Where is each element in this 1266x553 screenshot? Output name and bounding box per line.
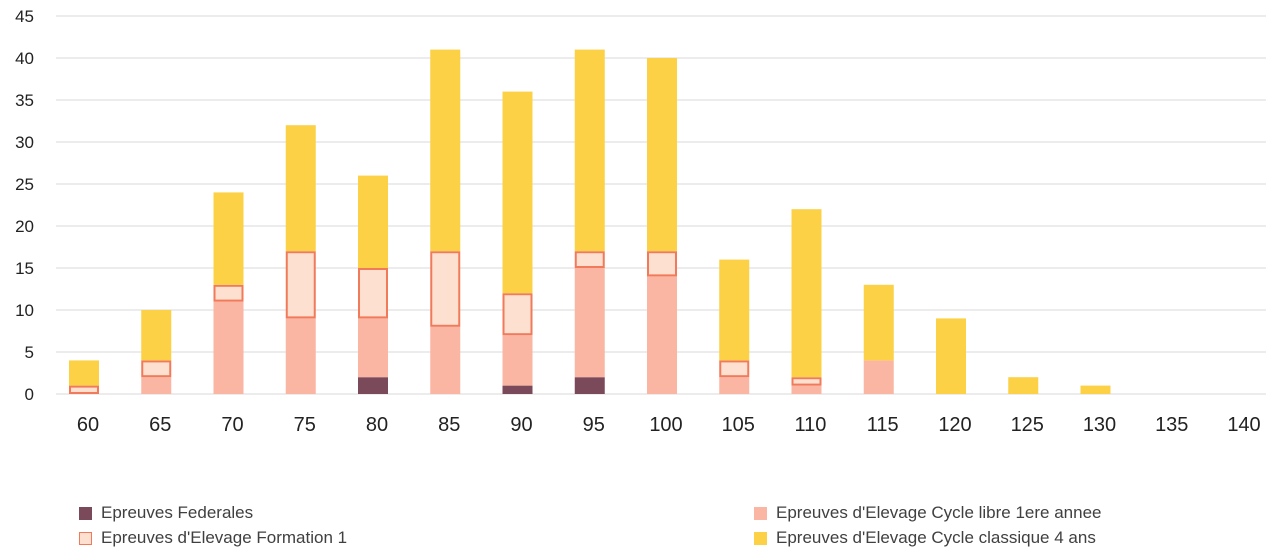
bar-60-series-4: [69, 360, 99, 386]
bar-85-series-3: [430, 251, 461, 327]
x-tick-label-100: 100: [649, 414, 682, 436]
bar-80-series-4: [358, 175, 388, 268]
bar-60-series-3: [69, 385, 99, 395]
y-tick-label-45: 45: [15, 7, 34, 26]
bar-65-series-2: [141, 377, 172, 394]
x-tick-label-120: 120: [938, 414, 971, 436]
bar-100-series-2: [647, 276, 677, 394]
x-tick-label-115: 115: [867, 414, 899, 436]
bar-95-series-4: [574, 49, 605, 252]
bar-75-series-4: [285, 125, 316, 252]
bar-75-series-3: [285, 251, 316, 319]
bar-90-series-2: [502, 335, 533, 386]
bar-100-series-3: [647, 251, 677, 277]
bar-95-series-3: [574, 251, 605, 268]
bar-110-series-2: [791, 385, 822, 394]
y-tick-label-20: 20: [15, 217, 34, 236]
x-tick-label-65: 65: [149, 414, 171, 436]
y-tick-label-30: 30: [15, 133, 34, 152]
x-tick-label-105: 105: [722, 414, 755, 436]
bar-110-series-3: [791, 377, 822, 386]
x-axis-tick-labels: 60 65 70 75 80 85 90 95 100 105 110 115 120 125 130 135…: [77, 414, 1261, 436]
x-tick-label-75: 75: [294, 414, 316, 436]
bar-105-series-2: [719, 377, 750, 394]
bar-115-series-2: [863, 360, 894, 394]
x-tick-label-70: 70: [221, 414, 243, 436]
bar-65-series-4: [141, 310, 172, 361]
bar-70-series-3: [213, 284, 244, 302]
x-tick-label-125: 125: [1011, 414, 1044, 436]
bar-110-series-4: [791, 209, 822, 378]
x-tick-label-60: 60: [77, 414, 99, 436]
x-tick-label-95: 95: [583, 414, 605, 436]
x-tick-label-110: 110: [795, 414, 827, 436]
bar-100-series-4: [647, 58, 677, 252]
bar-95-series-2: [574, 268, 605, 378]
bar-85-series-2: [430, 326, 461, 394]
x-tick-label-85: 85: [438, 414, 460, 436]
y-axis-tick-labels: 0 5 10 15 20 25 30 35 40 45: [15, 7, 34, 404]
bar-120-series-4: [936, 318, 966, 394]
bar-80-series-2: [358, 318, 388, 378]
y-tick-label-15: 15: [15, 259, 34, 278]
bar-115-series-4: [863, 284, 894, 361]
y-tick-label-25: 25: [15, 175, 34, 194]
x-tick-label-90: 90: [510, 414, 532, 436]
x-tick-label-140: 140: [1227, 414, 1260, 436]
y-tick-label-5: 5: [25, 343, 34, 362]
bar-85-series-4: [430, 49, 461, 252]
bar-105-series-3: [719, 360, 750, 378]
bar-125-series-4: [1008, 377, 1039, 394]
y-tick-label-0: 0: [25, 385, 34, 404]
y-tick-label-10: 10: [15, 301, 34, 320]
bar-80-series-1: [358, 377, 388, 394]
bar-95-series-1: [574, 377, 605, 394]
bar-130-series-4: [1080, 385, 1111, 394]
x-tick-label-80: 80: [366, 414, 388, 436]
y-tick-label-40: 40: [15, 49, 34, 68]
bar-70-series-2: [213, 301, 244, 394]
bar-80-series-3: [358, 268, 388, 319]
y-tick-label-35: 35: [15, 91, 34, 110]
x-tick-label-130: 130: [1083, 414, 1116, 436]
bar-105-series-4: [719, 259, 750, 361]
x-tick-label-135: 135: [1155, 414, 1188, 436]
bar-65-series-3: [141, 360, 172, 378]
bar-90-series-4: [502, 91, 533, 294]
bar-90-series-3: [502, 293, 533, 336]
bars: [69, 49, 1111, 395]
bar-70-series-4: [213, 192, 244, 285]
bar-75-series-2: [285, 318, 316, 394]
bar-90-series-1: [502, 385, 533, 394]
